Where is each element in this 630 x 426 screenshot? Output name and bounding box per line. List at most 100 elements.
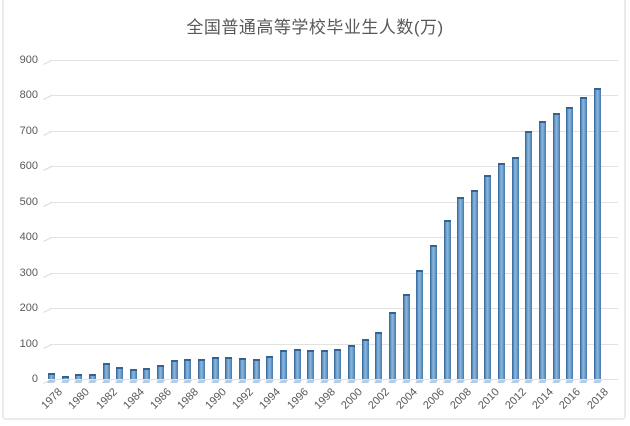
- x-tick-label-2014: 2014: [530, 386, 557, 412]
- gridline-900: [50, 59, 618, 61]
- bar-1981: [88, 374, 96, 379]
- bar-base-shadow: [156, 380, 165, 383]
- bar-base-shadow: [415, 380, 425, 383]
- x-tick-label-1984: 1984: [121, 386, 147, 412]
- gridline-500: [50, 201, 618, 203]
- gridline-lead: [43, 166, 52, 171]
- bar-1979: [61, 375, 69, 379]
- bar-base-shadow: [579, 380, 588, 383]
- bar-base-shadow: [210, 380, 220, 383]
- bar-2016: [566, 107, 574, 379]
- bar-1988: [184, 359, 192, 379]
- bar-2018: [593, 87, 601, 379]
- bar-2007: [443, 220, 451, 379]
- gridline-700: [50, 130, 618, 132]
- bar-1980: [75, 373, 83, 379]
- bar-base-shadow: [524, 380, 534, 383]
- bar-base-shadow: [251, 380, 261, 383]
- y-tick-label: 900: [19, 53, 38, 66]
- x-tick-label-2002: 2002: [366, 386, 393, 412]
- bar-2004: [402, 294, 410, 379]
- bar-2015: [552, 113, 560, 379]
- bar-1999: [334, 348, 342, 379]
- bar-2003: [389, 312, 396, 379]
- y-tick-label: 800: [19, 89, 38, 101]
- bar-base-shadow: [388, 380, 397, 383]
- x-tick-label-1980: 1980: [66, 386, 93, 412]
- gridline-lead: [43, 95, 52, 100]
- y-tick-label: 300: [19, 266, 38, 279]
- bar-base-shadow: [60, 380, 70, 383]
- y-tick-label: 100: [19, 337, 38, 350]
- gridline-200: [50, 308, 618, 309]
- y-tick-label: 500: [19, 195, 38, 208]
- bar-1994: [266, 356, 274, 379]
- bar-2009: [470, 190, 478, 379]
- gridline-600: [50, 166, 618, 167]
- gridline-100: [50, 343, 618, 345]
- bar-base-shadow: [347, 380, 356, 383]
- y-tick-label: 600: [19, 160, 38, 172]
- bar-1990: [211, 357, 219, 379]
- x-tick-label-1988: 1988: [175, 386, 202, 412]
- bar-base-shadow: [401, 380, 411, 383]
- gridline-lead: [43, 308, 52, 313]
- x-tick-label-2010: 2010: [475, 386, 502, 412]
- bar-2005: [416, 270, 424, 379]
- bar-base-shadow: [510, 380, 520, 383]
- x-tick-label-1990: 1990: [202, 386, 229, 412]
- bar-base-shadow: [142, 380, 152, 383]
- x-tick-label-2000: 2000: [339, 386, 366, 412]
- bar-base-shadow: [169, 380, 179, 383]
- bar-base-shadow: [360, 380, 370, 383]
- x-tick-label-1978: 1978: [39, 386, 65, 412]
- bar-base-shadow: [374, 380, 384, 383]
- bar-1997: [307, 349, 315, 379]
- x-tick-label-2018: 2018: [584, 386, 611, 412]
- x-tick-label-2004: 2004: [393, 386, 420, 412]
- bar-1995: [279, 350, 287, 379]
- x-tick-label-2006: 2006: [421, 386, 447, 412]
- bar-2010: [484, 174, 492, 379]
- bar-2013: [525, 130, 533, 379]
- y-tick-label: 200: [19, 302, 38, 314]
- bar-base-shadow: [47, 380, 56, 383]
- bar-base-shadow: [197, 380, 206, 383]
- bar-base-shadow: [74, 380, 84, 383]
- chart-title: 全国普通高等学校毕业生人数(万): [186, 18, 444, 37]
- bar-base-shadow: [497, 380, 506, 383]
- bar-base-shadow: [319, 380, 329, 383]
- x-tick-label-2008: 2008: [448, 386, 475, 412]
- x-tick-label-1994: 1994: [257, 386, 284, 412]
- bar-base-shadow: [469, 380, 479, 383]
- gridline-lead: [43, 272, 52, 278]
- bar-base-shadow: [456, 380, 466, 383]
- y-tick-label: 400: [19, 231, 38, 243]
- x-tick-label-1998: 1998: [311, 386, 338, 412]
- bar-2002: [375, 331, 383, 379]
- bar-base-shadow: [224, 380, 234, 383]
- bar-1991: [225, 357, 233, 379]
- bar-base-shadow: [115, 380, 125, 383]
- bar-2012: [511, 157, 519, 379]
- bar-base-shadow: [538, 380, 547, 383]
- gridline-400: [50, 237, 618, 238]
- x-tick-label-1992: 1992: [230, 386, 256, 412]
- bar-1983: [116, 367, 124, 379]
- gridline-lead: [43, 237, 52, 242]
- gridline-lead: [43, 201, 52, 207]
- bar-base-shadow: [279, 380, 288, 383]
- bar-base-shadow: [565, 380, 575, 383]
- bar-1984: [129, 368, 137, 379]
- gridline-lead: [43, 343, 52, 349]
- gridline-lead: [43, 59, 52, 65]
- x-tick-label-1996: 1996: [284, 386, 311, 412]
- x-tick-label-2012: 2012: [502, 386, 529, 412]
- gridline-800: [50, 95, 618, 96]
- bar-1989: [198, 358, 206, 379]
- y-tick-label: 700: [19, 124, 38, 137]
- bar-base-shadow: [265, 380, 275, 383]
- bar-2014: [539, 120, 547, 379]
- x-tick-label-2016: 2016: [557, 386, 584, 412]
